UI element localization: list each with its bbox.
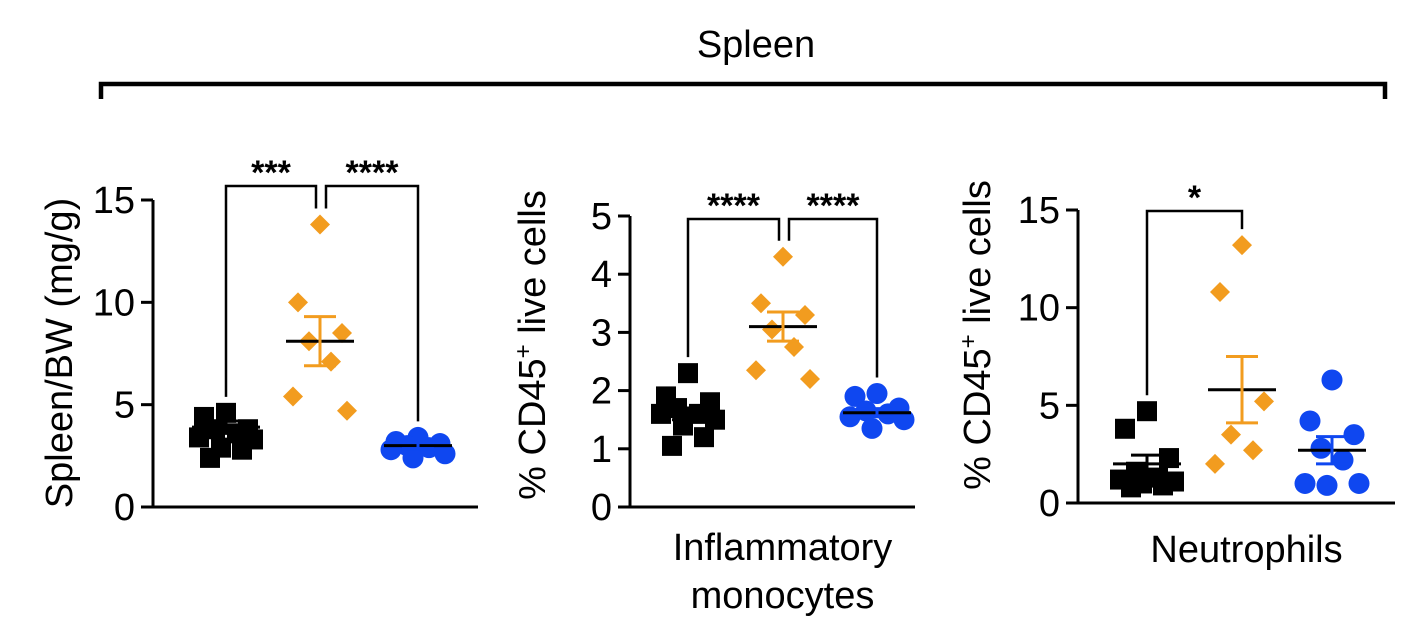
data-point: [678, 363, 698, 384]
y-tick-label: 4: [591, 254, 612, 296]
data-point: [1310, 437, 1332, 459]
y-tick-label: 10: [1018, 288, 1060, 330]
data-point: [337, 400, 357, 421]
figure-title: Spleen: [697, 24, 815, 66]
y-tick-label: 1: [591, 429, 612, 471]
data-point: [1210, 282, 1230, 303]
data-point: [1343, 424, 1365, 446]
title-bracket: [98, 81, 1388, 99]
significance-label: ****: [346, 154, 400, 192]
data-point: [762, 319, 782, 340]
data-point: [866, 383, 888, 405]
data-point: [200, 447, 220, 468]
y-tick-label: 15: [1018, 190, 1060, 232]
data-point: [1332, 449, 1354, 471]
data-point: [283, 386, 303, 407]
data-point: [1243, 440, 1263, 461]
data-point: [844, 385, 866, 407]
y-axis-label: % CD45+ live cells: [955, 180, 999, 490]
panel-3: 0 5 10 15 % CD45+ live cells Neutrophils *: [955, 179, 1395, 571]
significance-bracket: [324, 184, 420, 422]
y-tick-label: 3: [591, 312, 612, 354]
significance-bracket: [686, 217, 781, 358]
data-point: [839, 406, 861, 428]
data-point: [746, 360, 766, 381]
data-point: [694, 427, 714, 448]
data-point: [216, 402, 236, 423]
significance-bracket: [787, 217, 879, 378]
data-point: [321, 351, 341, 372]
data-point: [434, 443, 456, 465]
data-point: [1299, 410, 1321, 432]
data-point: [1205, 453, 1225, 474]
y-tick-label: 2: [591, 371, 612, 413]
y-tick-label: 0: [1039, 483, 1060, 525]
data-point: [380, 439, 402, 461]
data-point: [1121, 477, 1141, 498]
data-point: [1115, 418, 1135, 439]
data-point: [1254, 391, 1274, 412]
panel-2: 0 1 2 3 4 5 % CD45+ live cells Inflammatory mono…: [510, 187, 915, 617]
data-point: [1348, 472, 1370, 494]
data-point: [795, 304, 815, 325]
data-point: [402, 447, 424, 469]
data-point: [861, 417, 883, 439]
y-tick-label: 10: [93, 282, 135, 324]
data-point: [332, 323, 352, 344]
data-point: [1321, 369, 1343, 391]
data-point: [1232, 235, 1252, 256]
data-point: [189, 427, 209, 448]
significance-label: ****: [807, 187, 861, 225]
y-axis-label: Spleen/BW (mg/g): [39, 198, 81, 508]
data-point: [893, 409, 915, 431]
data-point: [800, 368, 820, 389]
data-point: [662, 435, 682, 456]
data-point: [1316, 474, 1338, 496]
y-tick-label: 15: [93, 180, 135, 222]
y-tick-label: 5: [591, 196, 612, 238]
x-axis-label: Inflammatory: [673, 527, 893, 569]
significance-label: ****: [707, 187, 761, 225]
data-point: [1137, 401, 1157, 422]
data-point: [1153, 475, 1173, 496]
y-tick-label: 0: [114, 487, 135, 529]
data-point: [773, 246, 793, 267]
x-axis-label: Neutrophils: [1150, 529, 1342, 571]
significance-bracket: [224, 184, 318, 397]
x-axis-label: monocytes: [691, 575, 875, 617]
significance-bracket: [1145, 209, 1244, 396]
data-point: [288, 292, 308, 313]
data-point: [310, 214, 330, 235]
data-point: [232, 439, 252, 460]
data-point: [1221, 424, 1241, 445]
y-axis-label: % CD45+ live cells: [510, 190, 554, 500]
data-point: [751, 293, 771, 314]
y-tick-label: 5: [1039, 385, 1060, 427]
significance-label: *: [1188, 179, 1202, 217]
y-tick-label: 0: [591, 487, 612, 529]
y-tick-label: 5: [114, 385, 135, 427]
data-point: [1294, 472, 1316, 494]
significance-label: ***: [251, 154, 291, 192]
